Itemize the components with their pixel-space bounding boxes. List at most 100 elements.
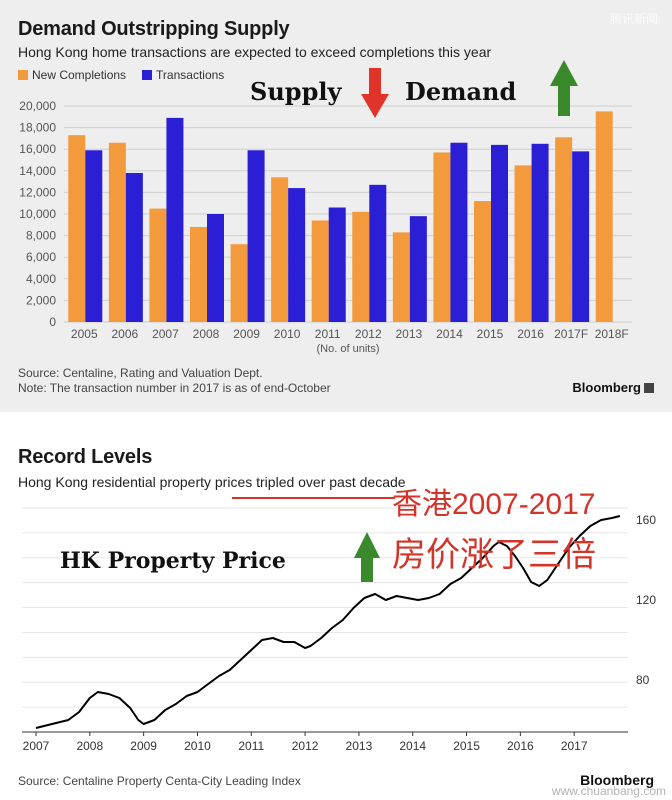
chart-title: Demand Outstripping Supply <box>18 18 290 40</box>
source-text: Source: Centaline, Rating and Valuation … <box>18 366 263 380</box>
y-tick-label: 8,000 <box>26 229 56 243</box>
x-tick-label: 2007 <box>152 327 179 341</box>
y-tick-label: 0 <box>49 315 56 329</box>
bar-completions <box>271 177 289 322</box>
top-chart-panel: Demand Outstripping Supply Hong Kong hom… <box>0 0 672 412</box>
x-tick-label: 2013 <box>396 327 423 341</box>
y-tick-label: 4,000 <box>26 272 56 286</box>
up-arrow-icon <box>354 532 380 582</box>
hk-property-price-annotation: HK Property Price <box>60 548 286 574</box>
x-tick-label: 2015 <box>477 327 504 341</box>
x-tick-label: 2009 <box>233 327 260 341</box>
bar-transactions <box>85 150 103 322</box>
chinese-annotation-line2: 房价涨了三倍 <box>392 536 596 574</box>
bar-transactions <box>288 188 306 322</box>
bar-completions <box>311 220 329 322</box>
legend-swatch-completions <box>18 70 28 80</box>
x-tick-label: 2011 <box>315 327 341 341</box>
x-tick-label: 2016 <box>517 327 544 341</box>
y-tick-label: 80 <box>636 673 650 687</box>
bar-completions <box>474 201 491 322</box>
bar-transactions <box>531 143 549 322</box>
bar-completions <box>514 165 532 322</box>
x-tick-label: 2018F <box>595 327 629 341</box>
bar-transactions <box>247 150 265 322</box>
x-tick-label: 2011 <box>238 739 264 753</box>
supply-annotation: Supply <box>250 77 342 106</box>
x-tick-label: 2010 <box>184 739 211 753</box>
x-tick-label: 2009 <box>130 739 157 753</box>
bar-completions <box>392 232 410 322</box>
note-text: Note: The transaction number in 2017 is … <box>18 381 331 395</box>
x-tick-label: 2017 <box>561 739 588 753</box>
legend-item-transactions: Transactions <box>142 68 224 82</box>
bar-completions <box>190 226 207 322</box>
x-tick-label: 2017F <box>554 327 588 341</box>
bar-completions <box>108 142 126 322</box>
bloomberg-mark-icon <box>644 383 654 393</box>
watermark-top: 腾讯新闻 <box>609 12 658 26</box>
x-tick-label: 2006 <box>112 327 139 341</box>
up-arrow-icon <box>550 60 578 116</box>
y-tick-label: 2,000 <box>26 293 56 307</box>
bar-transactions <box>166 117 184 322</box>
y-tick-label: 20,000 <box>19 99 56 113</box>
x-tick-label: 2007 <box>23 739 50 753</box>
bar-transactions <box>491 144 508 322</box>
bar-transactions <box>369 184 387 322</box>
bar-completions <box>68 135 86 322</box>
y-tick-label: 160 <box>636 513 656 527</box>
arrow-head <box>361 94 389 118</box>
legend-item-completions: New Completions <box>18 68 126 82</box>
bar-transactions <box>450 142 468 322</box>
y-tick-label: 12,000 <box>19 185 56 199</box>
arrow-head <box>354 532 380 558</box>
watermark-bottom: www.chuanbang.com <box>551 784 666 798</box>
x-tick-label: 2005 <box>71 327 98 341</box>
y-tick-label: 16,000 <box>19 142 56 156</box>
demand-annotation: Demand <box>405 77 516 106</box>
x-tick-label: 2014 <box>399 739 426 753</box>
bar-completions <box>149 208 167 322</box>
brand-label: Bloomberg <box>572 380 641 395</box>
price-series-line <box>35 515 621 729</box>
bloomberg-logo: Bloomberg <box>580 772 654 788</box>
x-tick-label: 2010 <box>274 327 301 341</box>
arrow-shaft <box>369 68 381 94</box>
x-tick-label: 2013 <box>346 739 373 753</box>
bar-transactions <box>125 172 143 322</box>
arrow-shaft <box>361 558 373 582</box>
bloomberg-logo: Bloomberg <box>572 380 654 395</box>
x-axis-label: (No. of units) <box>317 343 380 355</box>
line-chart: 80 120 160 2007 2008 2009 2010 2011 2012 2013 2014… <box>22 488 656 753</box>
x-tick-label: 2016 <box>507 739 534 753</box>
chinese-annotation-line1: 香港2007-2017 <box>392 488 595 521</box>
bar-transactions <box>328 207 346 322</box>
y-tick-label: 18,000 <box>19 121 56 135</box>
legend-label-completions: New Completions <box>32 68 127 82</box>
x-tick-label: 2014 <box>436 327 463 341</box>
bar-transactions <box>572 151 590 322</box>
y-tick-label: 120 <box>636 593 656 607</box>
chart-subtitle: Hong Kong home transactions are expected… <box>18 44 492 60</box>
chart-source: Source: Centaline Property Centa-City Le… <box>18 774 301 788</box>
arrow-shaft <box>558 86 570 116</box>
bar-completions <box>352 211 370 322</box>
bottom-chart-panel: Record Levels Hong Kong residential prop… <box>0 432 672 800</box>
y-tick-label: 14,000 <box>19 164 56 178</box>
bar-completions <box>555 137 573 322</box>
chart-subtitle: Hong Kong residential property prices tr… <box>18 474 406 490</box>
legend-swatch-transactions <box>142 70 153 80</box>
y-tick-label: 10,000 <box>19 207 56 221</box>
bar-transactions <box>207 214 224 322</box>
chart-legend: New Completions Transactions <box>18 68 224 82</box>
bar-transactions <box>409 216 427 322</box>
bar-completions <box>595 111 613 323</box>
x-tick-label: 2008 <box>193 327 220 341</box>
x-tick-label: 2015 <box>453 739 480 753</box>
arrow-head <box>550 60 578 86</box>
bar-completions <box>433 152 451 322</box>
x-tick-label: 2012 <box>292 739 319 753</box>
legend-label-transactions: Transactions <box>156 68 225 82</box>
bar-completions <box>230 244 248 322</box>
